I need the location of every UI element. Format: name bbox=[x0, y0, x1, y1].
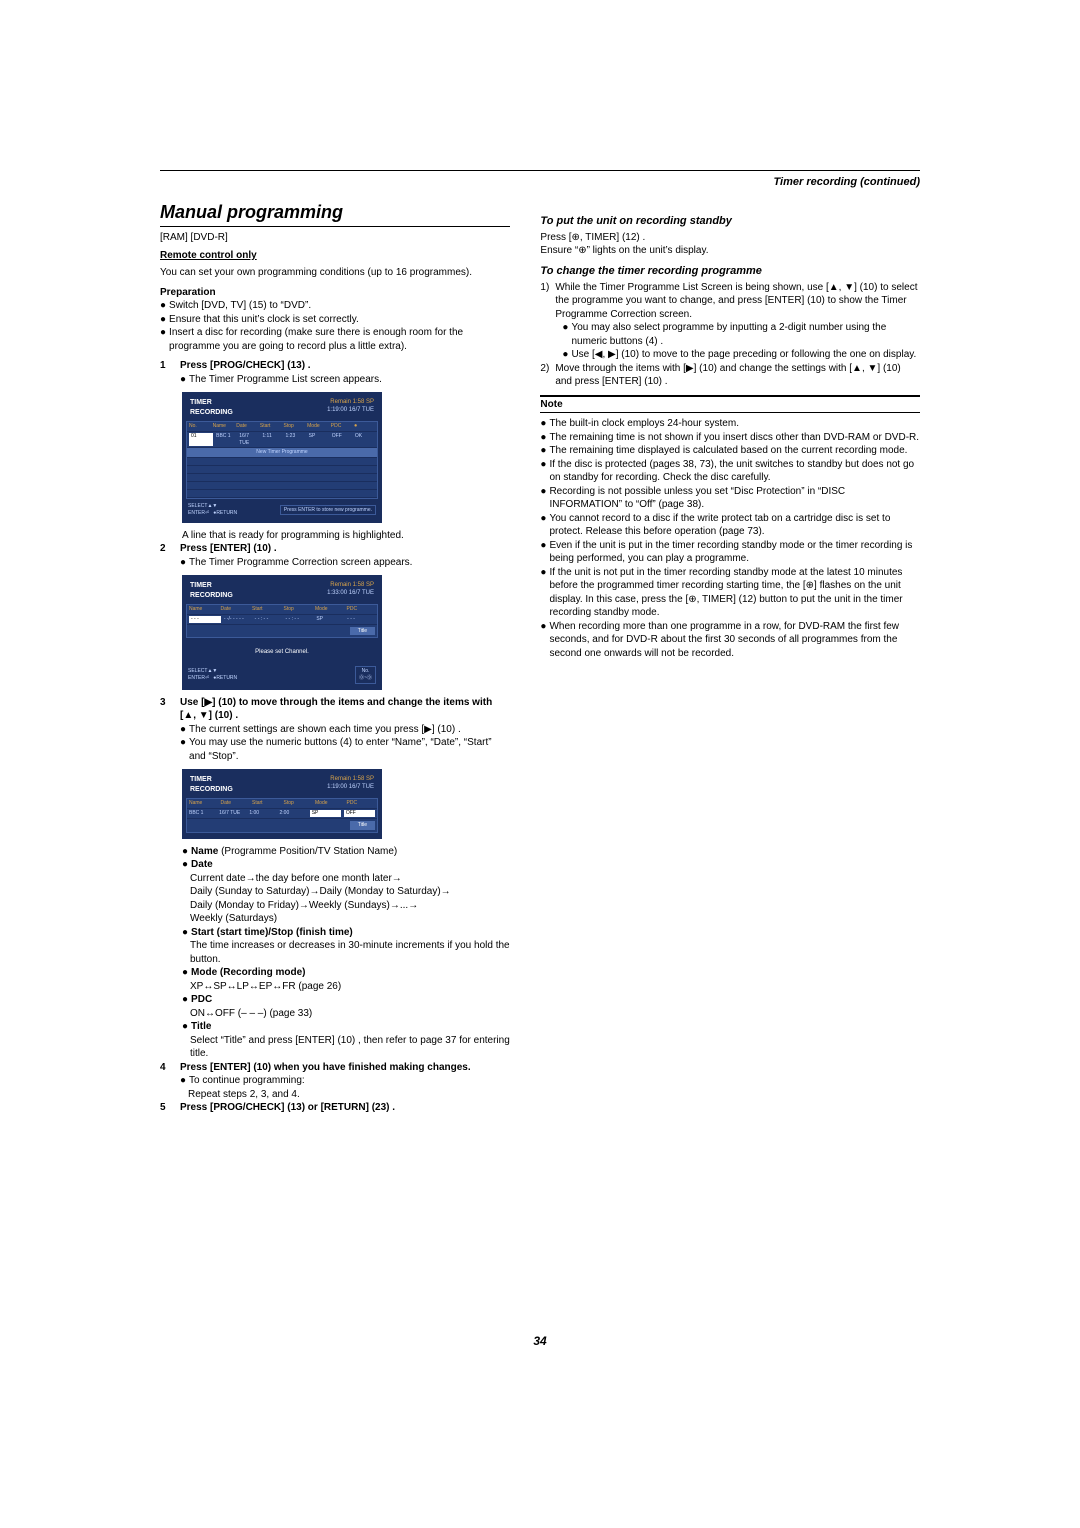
note-header: Note bbox=[540, 395, 920, 414]
note-item: If the unit is not put in the timer reco… bbox=[549, 566, 920, 620]
remote-only-label: Remote control only bbox=[160, 249, 510, 263]
step-number: 3 bbox=[160, 696, 174, 764]
main-title: Manual programming bbox=[160, 200, 510, 227]
step-head: Press [PROG/CHECK] (13) or [RETURN] (23)… bbox=[180, 1101, 510, 1115]
change-title: To change the timer recording programme bbox=[540, 264, 920, 279]
change-sub: You may also select programme by inputti… bbox=[571, 321, 920, 348]
field-title: Title bbox=[191, 1020, 211, 1034]
timer-correction-screenshot: TIMER RECORDING Remain 1:58 SP1:33:00 16… bbox=[182, 575, 382, 690]
step-sub: The Timer Programme List screen appears. bbox=[189, 373, 382, 387]
step-number: 2 bbox=[160, 542, 174, 569]
step-head: Press [ENTER] (10) when you have finishe… bbox=[180, 1061, 510, 1075]
step-number: 1 bbox=[160, 359, 174, 386]
step-sub: You may use the numeric buttons (4) to e… bbox=[189, 736, 510, 763]
header-divider bbox=[160, 170, 920, 171]
step-number: 4 bbox=[160, 1061, 174, 1102]
change-step: Move through the items with [▶] (10) and… bbox=[555, 362, 920, 389]
timer-list-screenshot: TIMER RECORDING Remain 1:58 SP1:19:00 16… bbox=[182, 392, 382, 522]
disc-types: [RAM] [DVD-R] bbox=[160, 231, 510, 245]
change-sub: Use [◀, ▶] (10) to move to the page prec… bbox=[571, 348, 916, 362]
note-item: When recording more than one programme i… bbox=[549, 620, 920, 661]
note-item: The remaining time is not shown if you i… bbox=[549, 431, 919, 445]
step-sub: Repeat steps 2, 3, and 4. bbox=[180, 1088, 510, 1102]
change-step: While the Timer Programme List Screen is… bbox=[555, 281, 920, 322]
preparation-title: Preparation bbox=[160, 286, 510, 300]
page-number: 34 bbox=[0, 1334, 1080, 1348]
right-column: To put the unit on recording standby Pre… bbox=[540, 200, 920, 1115]
left-column: Manual programming [RAM] [DVD-R] Remote … bbox=[160, 200, 510, 1115]
field-pdc: PDC bbox=[191, 993, 212, 1007]
step-number: 5 bbox=[160, 1101, 174, 1115]
step1-after: A line that is ready for programming is … bbox=[160, 529, 510, 543]
standby-title: To put the unit on recording standby bbox=[540, 214, 920, 229]
note-item: Even if the unit is put in the timer rec… bbox=[549, 539, 920, 566]
note-item: The remaining time displayed is calculat… bbox=[549, 444, 907, 458]
note-item: You cannot record to a disc if the write… bbox=[549, 512, 920, 539]
step-head: Use [▶] (10) to move through the items a… bbox=[180, 696, 510, 723]
intro-text: You can set your own programming conditi… bbox=[160, 266, 510, 280]
step-sub: The Timer Programme Correction screen ap… bbox=[189, 556, 412, 570]
note-item: Recording is not possible unless you set… bbox=[549, 485, 920, 512]
field-mode: Mode (Recording mode) bbox=[191, 966, 305, 980]
step-head: Press [ENTER] (10) . bbox=[180, 542, 510, 556]
prep-item: Switch [DVD, TV] (15) to “DVD”. bbox=[169, 299, 311, 313]
standby-line: Ensure “⊕” lights on the unit’s display. bbox=[540, 244, 920, 258]
step-head: Press [PROG/CHECK] (13) . bbox=[180, 359, 510, 373]
prep-item: Ensure that this unit’s clock is set cor… bbox=[169, 313, 359, 327]
step-sub: To continue programming: bbox=[189, 1074, 305, 1088]
timer-correction-filled-screenshot: TIMER RECORDING Remain 1:58 SP1:19:00 16… bbox=[182, 769, 382, 838]
prep-item: Insert a disc for recording (make sure t… bbox=[169, 326, 510, 353]
field-date: Date bbox=[191, 858, 213, 872]
field-startstop: Start (start time)/Stop (finish time) bbox=[191, 926, 353, 940]
step-sub: The current settings are shown each time… bbox=[189, 723, 461, 737]
note-item: The built-in clock employs 24-hour syste… bbox=[549, 417, 739, 431]
standby-line: Press [⊕, TIMER] (12) . bbox=[540, 231, 920, 245]
header-section-title: Timer recording (continued) bbox=[774, 176, 920, 188]
note-item: If the disc is protected (pages 38, 73),… bbox=[549, 458, 920, 485]
field-name: Name bbox=[191, 846, 218, 857]
